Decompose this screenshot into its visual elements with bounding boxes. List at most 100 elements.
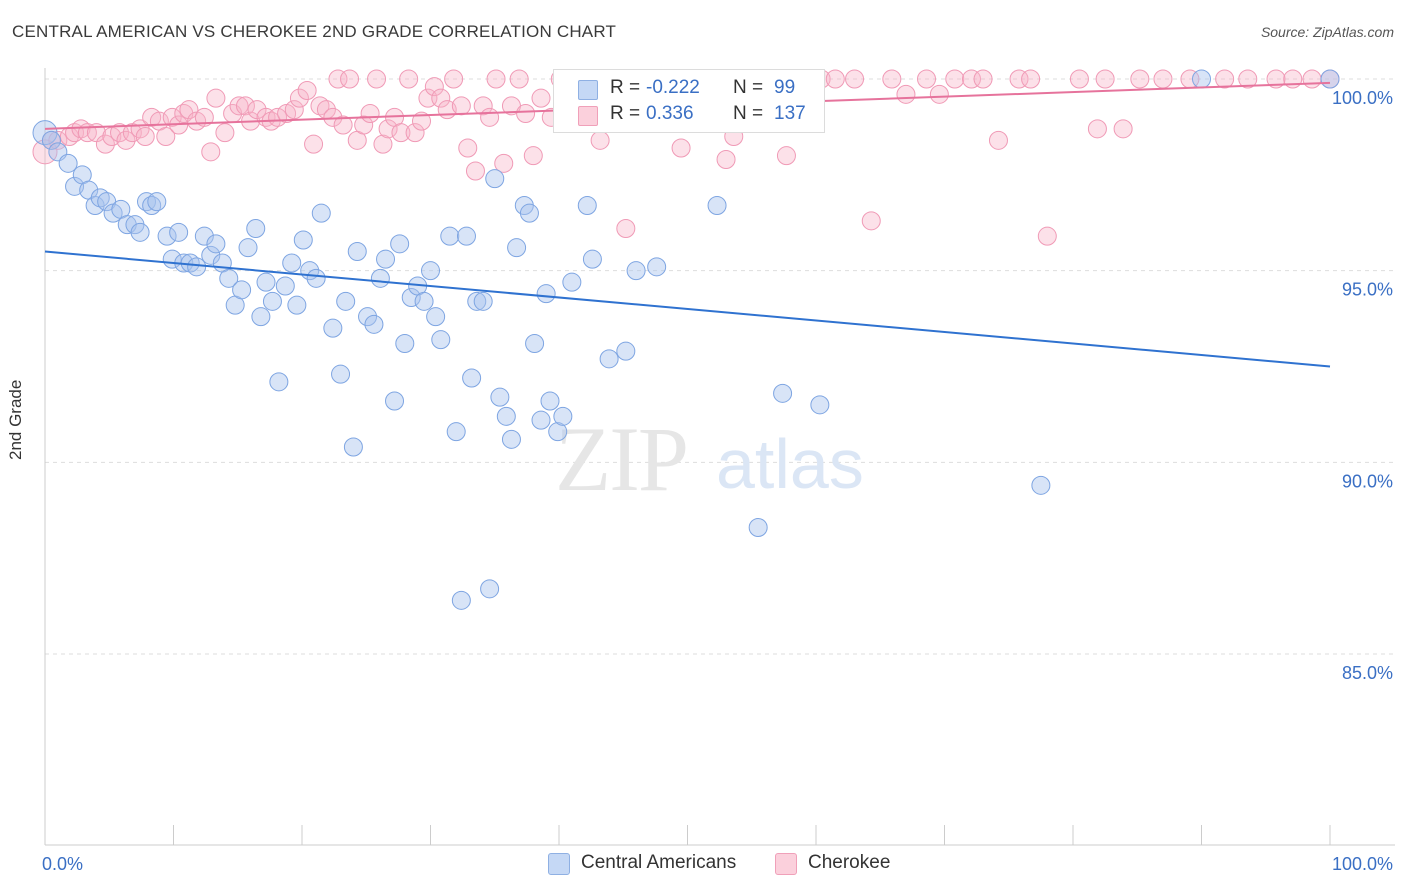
data-point bbox=[1069, 69, 1089, 89]
data-point bbox=[405, 123, 425, 143]
data-point bbox=[297, 81, 317, 100]
data-point bbox=[284, 100, 304, 120]
data-point bbox=[333, 115, 353, 135]
data-point bbox=[275, 276, 295, 296]
data-point bbox=[525, 334, 545, 353]
data-point bbox=[776, 146, 796, 166]
data-point bbox=[917, 69, 937, 89]
y-tick-label: 100.0% bbox=[1332, 88, 1393, 108]
data-point bbox=[467, 291, 487, 311]
bottom-legend-label: Central Americans bbox=[581, 852, 737, 873]
x-tick-label: 100.0% bbox=[1332, 854, 1393, 874]
data-point bbox=[1087, 119, 1107, 139]
data-point bbox=[861, 211, 881, 231]
data-point bbox=[401, 288, 421, 307]
data-point bbox=[485, 169, 505, 189]
data-point bbox=[235, 96, 255, 116]
data-point bbox=[304, 134, 324, 154]
data-point bbox=[451, 590, 471, 610]
data-point bbox=[391, 123, 411, 143]
data-point bbox=[206, 234, 226, 254]
data-point bbox=[480, 107, 500, 127]
bottom-legend-label: Cherokee bbox=[808, 852, 891, 873]
data-point bbox=[130, 222, 150, 242]
data-point bbox=[458, 138, 478, 158]
data-point bbox=[376, 249, 396, 269]
data-point bbox=[421, 261, 440, 281]
data-point bbox=[1192, 69, 1211, 89]
data-point bbox=[340, 69, 360, 89]
central-americans-points bbox=[32, 69, 1340, 610]
data-point bbox=[156, 127, 176, 146]
data-point bbox=[773, 383, 793, 403]
data-point bbox=[293, 230, 313, 250]
legend-r-label: R = bbox=[610, 77, 641, 98]
data-point bbox=[1095, 69, 1115, 89]
data-point bbox=[1238, 69, 1258, 89]
data-point bbox=[599, 349, 619, 369]
data-point bbox=[1009, 69, 1029, 89]
data-point bbox=[206, 88, 226, 108]
data-point bbox=[41, 130, 61, 150]
legend-n-label: N = bbox=[733, 77, 764, 98]
data-point bbox=[501, 429, 521, 449]
data-point bbox=[431, 330, 451, 350]
data-point bbox=[246, 219, 266, 238]
data-point bbox=[1302, 69, 1322, 89]
data-point bbox=[238, 238, 258, 258]
data-point bbox=[509, 69, 529, 89]
data-point bbox=[480, 579, 500, 599]
data-point bbox=[446, 422, 466, 442]
data-point bbox=[473, 96, 493, 116]
data-point bbox=[845, 69, 865, 89]
y-tick-label: 85.0% bbox=[1342, 663, 1393, 683]
x-tick-label: 0.0% bbox=[42, 854, 83, 874]
data-point bbox=[462, 368, 482, 388]
data-point bbox=[1130, 69, 1150, 89]
source-label: Source: ZipAtlas.com bbox=[1260, 24, 1394, 40]
data-point bbox=[169, 222, 189, 242]
data-point bbox=[287, 295, 307, 315]
data-point bbox=[215, 123, 235, 143]
watermark-zip: ZIP bbox=[555, 408, 687, 510]
data-point bbox=[147, 192, 167, 212]
y-tick-label: 90.0% bbox=[1342, 471, 1393, 491]
data-point bbox=[219, 268, 239, 288]
data-point bbox=[157, 226, 177, 246]
data-point bbox=[306, 268, 326, 288]
data-point bbox=[486, 69, 506, 89]
data-point bbox=[540, 391, 560, 411]
data-point bbox=[289, 88, 309, 108]
data-point bbox=[373, 134, 393, 154]
data-point bbox=[707, 196, 727, 215]
data-point bbox=[116, 130, 136, 150]
data-point bbox=[1113, 119, 1133, 139]
trend-line bbox=[44, 250, 1331, 368]
data-point bbox=[716, 150, 736, 169]
data-point bbox=[1153, 69, 1173, 89]
data-point bbox=[194, 226, 214, 246]
data-point bbox=[1031, 475, 1051, 495]
data-point bbox=[647, 257, 667, 277]
data-point bbox=[347, 242, 367, 261]
data-point bbox=[929, 84, 949, 104]
legend-r-value: -0.222 bbox=[646, 77, 700, 98]
data-point bbox=[58, 153, 78, 173]
data-point bbox=[370, 268, 390, 288]
data-point bbox=[456, 226, 476, 246]
data-point bbox=[201, 142, 221, 162]
bottom-legend-swatch-pink bbox=[775, 853, 797, 875]
data-point bbox=[494, 153, 514, 173]
data-point bbox=[262, 291, 282, 311]
data-point bbox=[945, 69, 965, 89]
tick-labels: 85.0% 90.0% 95.0% 100.0% 0.0% 100.0% bbox=[42, 88, 1393, 874]
data-point bbox=[256, 272, 276, 292]
data-point bbox=[201, 245, 221, 265]
data-point bbox=[229, 96, 249, 116]
data-point bbox=[748, 518, 768, 537]
data-point bbox=[496, 406, 516, 426]
data-point bbox=[988, 130, 1008, 150]
data-point bbox=[616, 219, 636, 238]
data-point bbox=[65, 176, 85, 196]
